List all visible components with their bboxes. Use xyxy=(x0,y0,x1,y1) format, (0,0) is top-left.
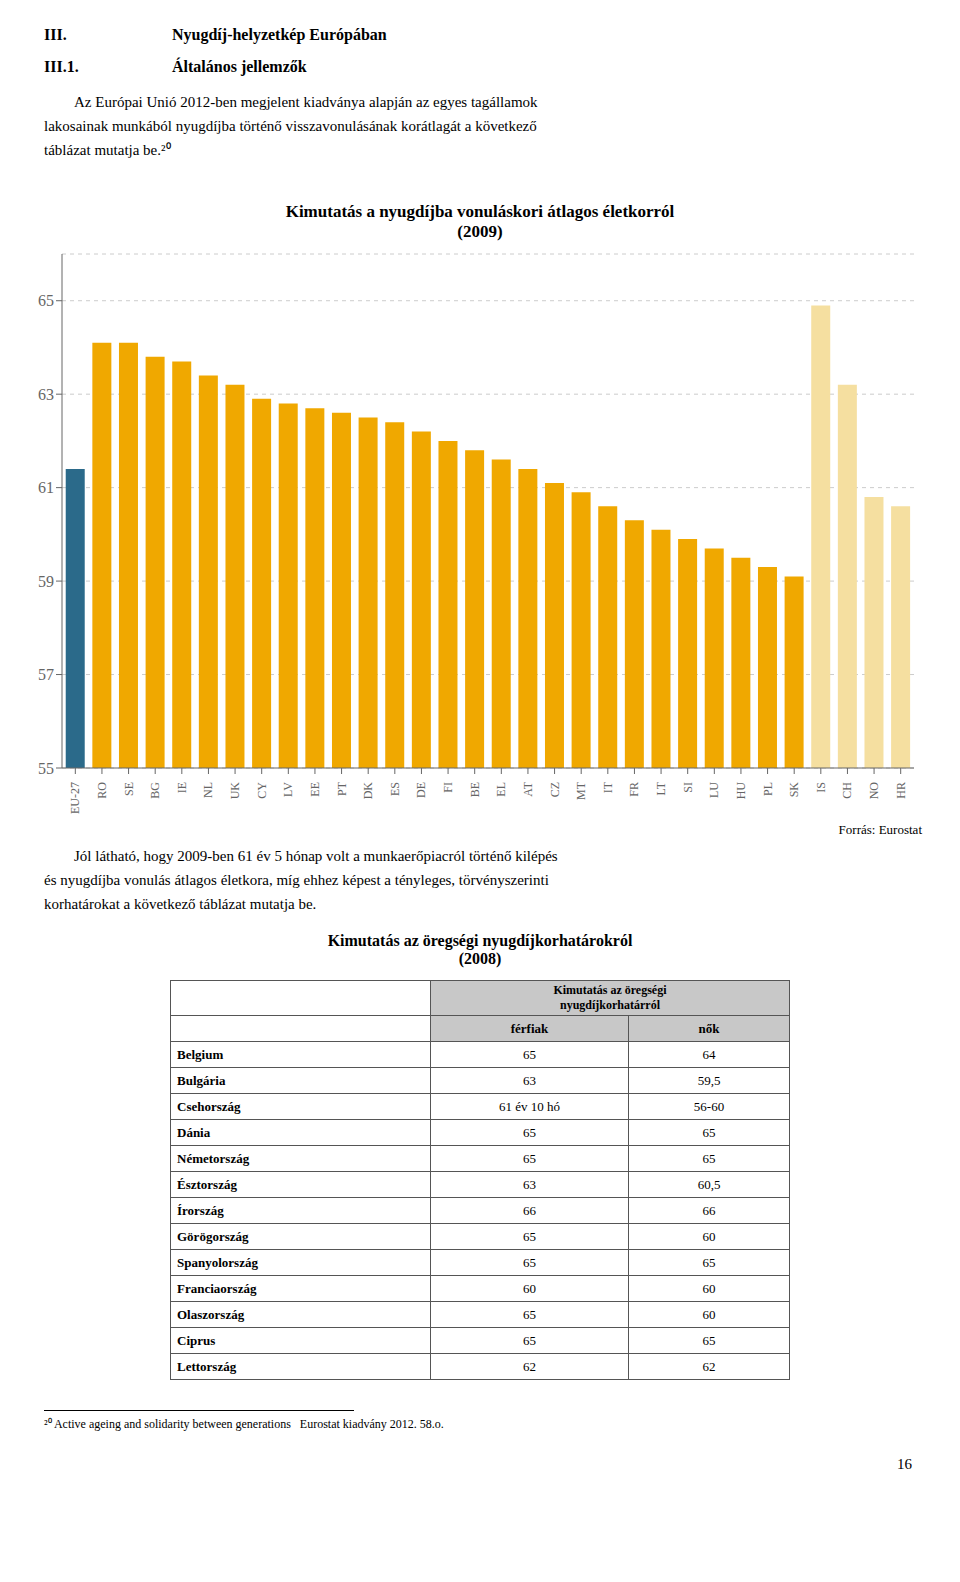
html-text:60: 60 xyxy=(702,1306,716,1322)
html-text:Ciprus: Ciprus xyxy=(177,1332,216,1348)
svg-text:NO: NO xyxy=(867,782,881,800)
svg-text:MT: MT xyxy=(574,781,588,800)
svg-text:IS: IS xyxy=(814,782,828,793)
html-text:63: 63 xyxy=(523,1176,536,1192)
html-text:62: 62 xyxy=(702,1358,716,1374)
html-text:korhatárokat a következő táblá: korhatárokat a következő táblázat mutatj… xyxy=(44,896,317,912)
html-text:Az Európai Unió 2012-ben megje: Az Európai Unió 2012-ben megjelent kiadv… xyxy=(74,94,538,110)
html-text:62: 62 xyxy=(523,1358,536,1374)
svg-text:FI: FI xyxy=(441,782,455,793)
html-text:III.: III. xyxy=(44,26,67,43)
svg-text:65: 65 xyxy=(38,292,54,309)
html-text:(2008): (2008) xyxy=(458,950,502,967)
html-text:Nyugdíj-helyzetkép Európában: Nyugdíj-helyzetkép Európában xyxy=(172,26,387,43)
svg-text:LU: LU xyxy=(707,782,721,798)
html-text:és nyugdíjba vonulás átlagos é: és nyugdíjba vonulás átlagos életkora, m… xyxy=(44,872,549,888)
svg-text:SE: SE xyxy=(122,782,136,796)
svg-text:IT: IT xyxy=(601,781,615,793)
svg-text:IE: IE xyxy=(175,782,189,793)
html-text:65: 65 xyxy=(702,1332,716,1348)
html-text:Forrás: Eurostat: Forrás: Eurostat xyxy=(838,822,922,837)
svg-text:CY: CY xyxy=(255,782,269,799)
svg-text:63: 63 xyxy=(38,386,54,403)
html-text:Általános jellemzők: Általános jellemzők xyxy=(172,58,307,75)
svg-text:FR: FR xyxy=(627,782,641,797)
svg-text:59: 59 xyxy=(38,573,54,590)
html-text:Bulgária: Bulgária xyxy=(177,1072,226,1088)
svg-text:PL: PL xyxy=(761,782,775,796)
html-text:60,5: 60,5 xyxy=(697,1176,721,1192)
svg-text:HU: HU xyxy=(734,782,748,800)
html-text:Spanyolország: Spanyolország xyxy=(177,1254,258,1270)
html-text:65: 65 xyxy=(523,1046,536,1062)
html-text:lakosainak munkából nyugdíjba: lakosainak munkából nyugdíjba történő vi… xyxy=(44,118,537,134)
html-text:(2009): (2009) xyxy=(457,222,503,241)
svg-text:EL: EL xyxy=(494,782,508,797)
html-text:táblázat mutatja be.²⁰: táblázat mutatja be.²⁰ xyxy=(44,142,171,158)
html-text:56-60: 56-60 xyxy=(693,1098,725,1114)
html-text:60: 60 xyxy=(702,1228,716,1244)
svg-text:NL: NL xyxy=(201,782,215,798)
svg-text:EE: EE xyxy=(308,782,322,797)
svg-text:57: 57 xyxy=(38,666,54,683)
html-text:65: 65 xyxy=(523,1150,536,1166)
svg-text:SK: SK xyxy=(787,782,801,798)
html-text:Németország: Németország xyxy=(177,1150,250,1166)
svg-text:CZ: CZ xyxy=(548,782,562,797)
html-text:Észtország: Észtország xyxy=(177,1176,237,1192)
html-text:66: 66 xyxy=(702,1202,716,1218)
html-text:Dánia: Dánia xyxy=(177,1124,211,1140)
html-text:59,5: 59,5 xyxy=(697,1072,721,1088)
svg-text:55: 55 xyxy=(38,760,54,777)
svg-text:LV: LV xyxy=(281,782,295,797)
html-text:65: 65 xyxy=(523,1228,536,1244)
html-text:Írország: Írország xyxy=(177,1202,224,1218)
html-text:Görögország: Görögország xyxy=(177,1228,249,1244)
html-text:Olaszország: Olaszország xyxy=(177,1306,245,1322)
html-text:65: 65 xyxy=(523,1332,536,1348)
html-text:16: 16 xyxy=(897,1456,912,1472)
html-text:66: 66 xyxy=(523,1202,536,1218)
svg-text:ES: ES xyxy=(388,782,402,796)
html-text:61 év 10 hó: 61 év 10 hó xyxy=(499,1098,560,1114)
svg-text:UK: UK xyxy=(228,782,242,800)
html-text:Kimutatás az öregségi nyugdíjk: Kimutatás az öregségi nyugdíjkorhatárokr… xyxy=(327,932,633,949)
html-text:65: 65 xyxy=(523,1124,536,1140)
html-text:Csehország: Csehország xyxy=(177,1098,241,1114)
html-text:65: 65 xyxy=(702,1254,716,1270)
html-text:Franciaország: Franciaország xyxy=(177,1280,257,1296)
svg-text:61: 61 xyxy=(38,479,54,496)
svg-text:BG: BG xyxy=(148,782,162,799)
html-text:nők: nők xyxy=(698,1020,720,1036)
html-text:64: 64 xyxy=(702,1046,716,1062)
svg-text:HR: HR xyxy=(894,782,908,799)
svg-text:DE: DE xyxy=(414,782,428,798)
html-text:nyugdíjkorhatárról: nyugdíjkorhatárról xyxy=(560,998,660,1012)
html-text:60: 60 xyxy=(702,1280,716,1296)
html-text:férfiak: férfiak xyxy=(510,1020,549,1036)
html-text:65: 65 xyxy=(523,1254,536,1270)
svg-text:LT: LT xyxy=(654,781,668,795)
html-text:65: 65 xyxy=(702,1124,716,1140)
html-text:²⁰ Active ageing and solidarit: ²⁰ Active ageing and solidarity between … xyxy=(44,1417,444,1431)
svg-text:PT: PT xyxy=(335,781,349,796)
html-text:65: 65 xyxy=(702,1150,716,1166)
html-text:60: 60 xyxy=(523,1280,536,1296)
svg-text:RO: RO xyxy=(95,782,109,799)
html-text:65: 65 xyxy=(523,1306,536,1322)
svg-text:DK: DK xyxy=(361,782,375,800)
html-text:Jól látható, hogy 2009-ben 61: Jól látható, hogy 2009-ben 61 év 5 hónap… xyxy=(74,848,558,864)
html-text:Kimutatás a nyugdíjba vonulásk: Kimutatás a nyugdíjba vonuláskori átlago… xyxy=(285,202,675,221)
svg-text:BE: BE xyxy=(468,782,482,797)
html-text:63: 63 xyxy=(523,1072,536,1088)
html-text:Lettország: Lettország xyxy=(177,1358,237,1374)
html-text:Kimutatás az öregségi: Kimutatás az öregségi xyxy=(553,983,667,997)
svg-text:AT: AT xyxy=(521,781,535,796)
svg-text:EU-27: EU-27 xyxy=(68,782,82,814)
svg-text:CH: CH xyxy=(840,782,854,799)
svg-text:SI: SI xyxy=(681,782,695,793)
html-text:III.1.: III.1. xyxy=(44,58,79,75)
html-text:Belgium: Belgium xyxy=(177,1046,224,1062)
